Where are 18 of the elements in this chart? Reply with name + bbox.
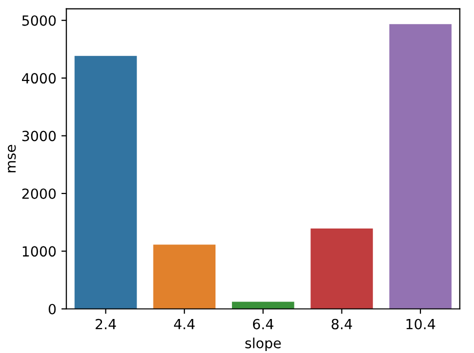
- bar: [152, 244, 216, 309]
- bar: [310, 228, 374, 309]
- x-axis-title: slope: [245, 338, 281, 352]
- y-tick-label: 4000: [22, 73, 56, 84]
- x-tick-label: 4.4: [174, 319, 195, 330]
- bar: [231, 301, 295, 309]
- x-tick-label: 10.4: [406, 318, 436, 330]
- y-tick-label: 2000: [22, 188, 56, 199]
- bar: [388, 23, 452, 309]
- x-tick-label: 6.4: [252, 318, 274, 330]
- y-tick-label: 1000: [22, 246, 56, 257]
- x-tick-label: 2.4: [96, 318, 116, 330]
- y-axis-title: mse: [8, 144, 16, 172]
- y-tick-label: 0: [48, 304, 56, 314]
- x-tick-label: 8.4: [332, 318, 352, 330]
- y-tick-label: 3000: [22, 130, 56, 142]
- y-tick-label: 5000: [22, 15, 56, 26]
- bar: [74, 55, 138, 309]
